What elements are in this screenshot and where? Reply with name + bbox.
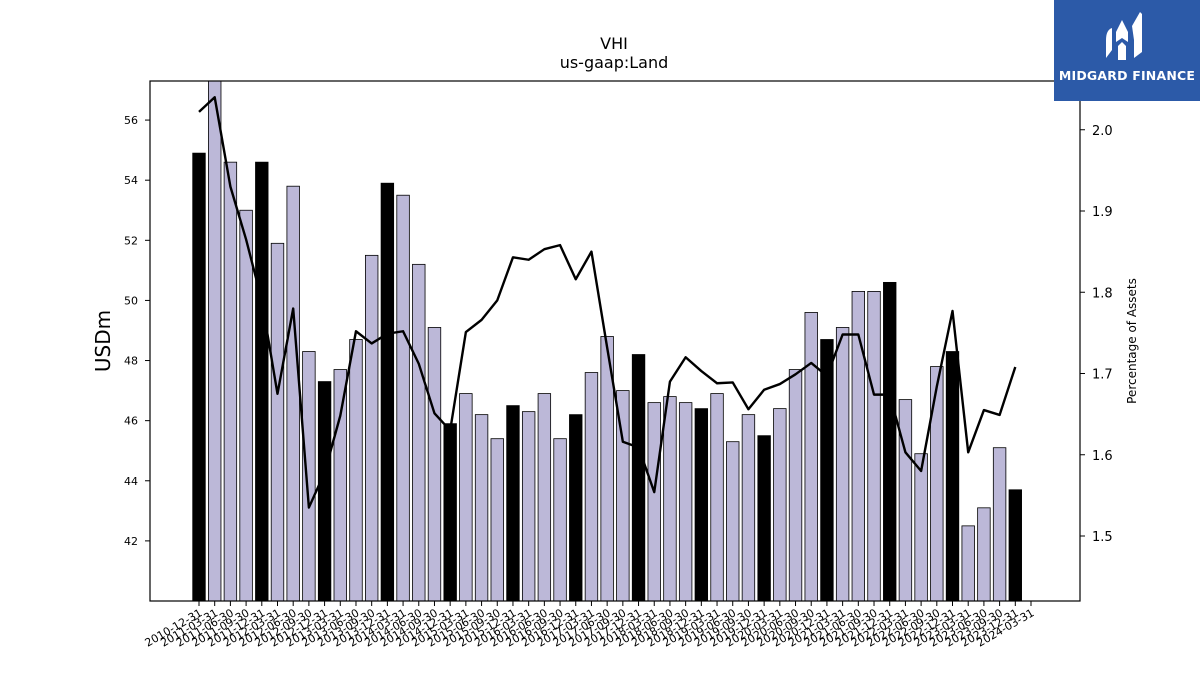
- bar: [317, 381, 332, 602]
- bar: [710, 393, 724, 602]
- bar: [788, 369, 803, 602]
- plot-frame: [149, 80, 1081, 602]
- percentage-line: [198, 96, 1017, 509]
- bar: [694, 408, 709, 602]
- bar: [914, 453, 928, 602]
- bar: [678, 402, 693, 602]
- bar: [333, 369, 347, 602]
- y2-tick-label: 1.9: [1092, 205, 1113, 220]
- y2-tick-label: 1.8: [1092, 286, 1113, 301]
- y-tick-label: 44: [124, 475, 138, 488]
- bar: [992, 447, 1007, 602]
- bar: [349, 339, 363, 602]
- y-tick-label: 50: [124, 294, 138, 307]
- bar: [584, 372, 599, 602]
- bar: [631, 354, 646, 602]
- y2-axis-label: Percentage of Assets: [1125, 278, 1139, 404]
- y2-tick-label: 1.5: [1092, 530, 1113, 545]
- y-tick-label: 46: [124, 415, 138, 428]
- chart-subtitle: us-gaap:Land: [560, 53, 669, 72]
- bar: [208, 80, 222, 602]
- bar: [364, 254, 379, 602]
- bar: [961, 525, 975, 602]
- bar: [977, 507, 991, 602]
- y-tick-label: 42: [124, 535, 138, 548]
- bar: [773, 408, 787, 602]
- bar: [239, 209, 253, 602]
- bar: [804, 312, 818, 602]
- bar: [459, 393, 473, 602]
- bar: [945, 351, 960, 602]
- y-tick-label: 54: [124, 174, 138, 187]
- logo-mark-icon: [1106, 12, 1142, 60]
- bar: [412, 263, 426, 602]
- y2-tick-label: 1.6: [1092, 449, 1113, 464]
- bar: [443, 423, 457, 602]
- bar: [270, 242, 285, 602]
- bar: [835, 327, 850, 602]
- bar: [663, 396, 677, 602]
- bar: [506, 405, 520, 602]
- bar: [490, 438, 504, 602]
- chart-title: VHI: [600, 34, 628, 53]
- left-axis: 42 44 46 48 50 52 54 56: [124, 114, 150, 548]
- bar: [521, 411, 536, 602]
- y2-tick-label: 1.7: [1092, 368, 1113, 383]
- bar: [255, 161, 269, 602]
- bar: [820, 339, 834, 602]
- bar: [223, 161, 238, 602]
- y-tick-label: 56: [124, 114, 138, 127]
- bar: [569, 414, 583, 602]
- y-axis-label: USDm: [91, 310, 115, 372]
- bar: [1008, 489, 1022, 602]
- bar: [883, 281, 897, 602]
- bar: [757, 435, 771, 602]
- brand-logo: MIDGARD FINANCE: [1054, 0, 1200, 101]
- bar: [647, 402, 661, 602]
- y-tick-label: 48: [124, 355, 138, 368]
- bar: [553, 438, 567, 602]
- bar: [898, 399, 913, 602]
- bar: [192, 152, 206, 602]
- right-axis: 1.5 1.6 1.7 1.8 1.9 2.0: [1080, 124, 1113, 545]
- bar: [380, 182, 395, 602]
- bar: [427, 327, 442, 602]
- x-axis: 2010-12-312011-03-312011-06-302011-09-30…: [143, 601, 1037, 650]
- bar: [474, 414, 489, 602]
- y-tick-label: 52: [124, 234, 138, 247]
- y2-tick-label: 2.0: [1092, 124, 1113, 139]
- bar: [396, 194, 410, 602]
- bar: [867, 290, 881, 602]
- bar: [930, 366, 944, 602]
- bar: [537, 393, 552, 602]
- bar: [741, 414, 756, 602]
- bar: [726, 441, 740, 602]
- bar: [286, 185, 300, 602]
- logo-text: MIDGARD FINANCE: [1058, 68, 1196, 83]
- bar: [302, 351, 316, 602]
- line-layer: [198, 96, 1017, 509]
